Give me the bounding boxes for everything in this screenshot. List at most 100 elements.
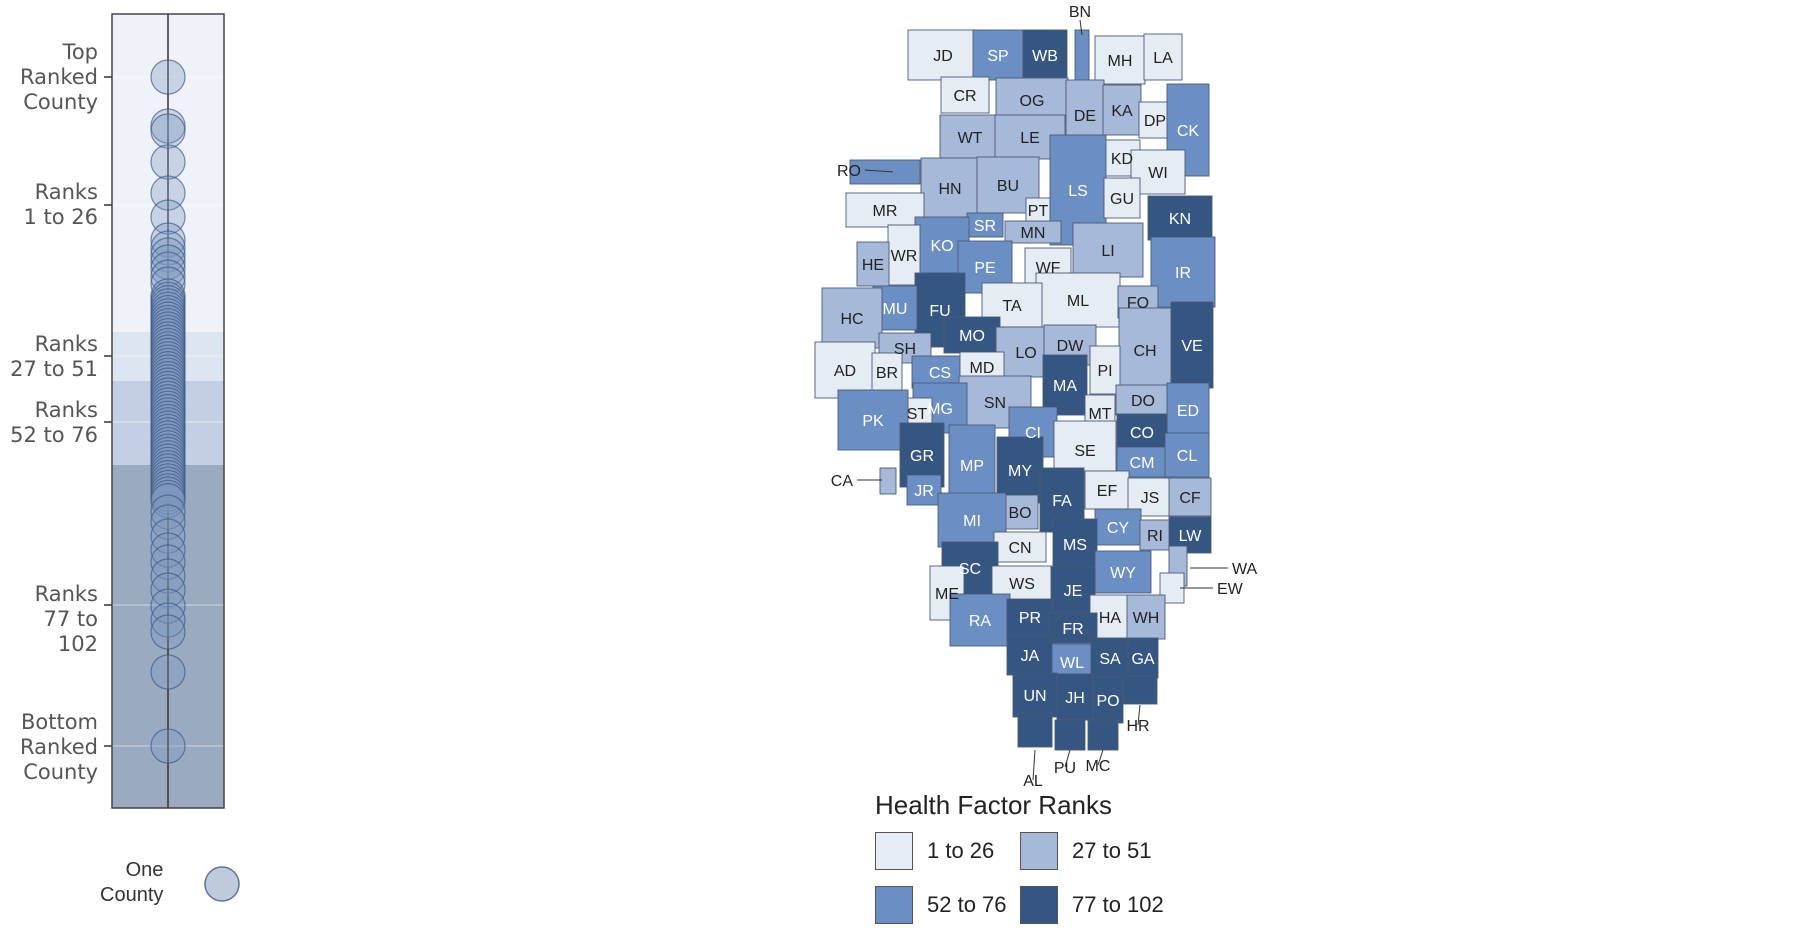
county-label-lo: LO (1015, 345, 1036, 362)
county-md (959, 351, 1005, 383)
county-label-bn: BN (1069, 4, 1091, 21)
county-fr (1048, 612, 1098, 644)
county-label-kd: KD (1111, 151, 1133, 168)
county-kd (1103, 139, 1141, 177)
county-mc (1087, 719, 1119, 751)
county-fo (1117, 285, 1159, 319)
county-mp (948, 424, 996, 506)
county-circle (150, 504, 186, 540)
county-label-br: BR (876, 365, 898, 382)
county-label-pe: PE (974, 260, 995, 277)
county-se (1053, 420, 1117, 480)
county-bn (1074, 29, 1090, 81)
legend-swatch (1020, 886, 1058, 924)
county-label-ml: ML (1067, 293, 1089, 310)
county-cf (1168, 477, 1212, 517)
county-sn (958, 375, 1032, 429)
county-label-ck: CK (1177, 123, 1200, 140)
county-sa (1090, 637, 1130, 679)
county-circle (150, 175, 186, 211)
county-ve (1170, 301, 1214, 389)
county-st (901, 397, 933, 429)
county-do (1115, 384, 1171, 416)
county-he (856, 241, 890, 287)
axis-label-top: Top Ranked County (20, 40, 98, 114)
county-label-cl: CL (1177, 448, 1198, 465)
county-ch (1118, 307, 1172, 393)
county-label-wi: WI (1148, 165, 1168, 182)
county-kn (1147, 195, 1213, 241)
county-ew (1159, 572, 1185, 604)
county-ro (849, 159, 921, 185)
county-sr (966, 212, 1004, 238)
county-label-ha: HA (1099, 610, 1122, 627)
axis-label-r1: Ranks 1 to 26 (23, 180, 98, 229)
county-circle (150, 654, 186, 690)
county-label-gr: GR (910, 448, 934, 465)
county-label-ka: KA (1111, 103, 1133, 120)
county-jr (906, 474, 942, 506)
legend-label: 27 to 51 (1072, 838, 1152, 863)
county-mh (1094, 35, 1146, 85)
county-gu (1103, 177, 1141, 219)
county-mg (912, 382, 968, 434)
county-label-mt: MT (1088, 406, 1111, 423)
county-circle (150, 494, 186, 530)
county-label-sa: SA (1099, 651, 1121, 668)
county-label-po: PO (1096, 693, 1119, 710)
county-label-ed: ED (1177, 403, 1199, 420)
county-label-pu: PU (1054, 760, 1076, 777)
county-label-wy: WY (1110, 565, 1136, 582)
county-label-cs: CS (929, 365, 951, 382)
county-mr (845, 192, 925, 228)
county-label-ch: CH (1133, 343, 1156, 360)
county-lw (1168, 516, 1212, 554)
county-label-ta: TA (1002, 298, 1022, 315)
one-county-label: One County (100, 859, 164, 906)
county-ca (879, 467, 897, 495)
county-label-dw: DW (1057, 338, 1085, 355)
county-label-pk: PK (862, 413, 884, 430)
county-po (1092, 676, 1124, 724)
county-label-cr: CR (953, 88, 976, 105)
county-label-mi: MI (963, 513, 981, 530)
county-label-ro: RO (837, 163, 861, 180)
county-label-wh: WH (1133, 610, 1160, 627)
county-label-ve: VE (1181, 338, 1202, 355)
county-label-cy: CY (1107, 520, 1130, 537)
county-label-sh: SH (894, 341, 916, 358)
county-al (1017, 712, 1053, 748)
county-pe (957, 240, 1013, 294)
county-ms (1052, 518, 1098, 570)
county-ka (1102, 84, 1142, 136)
county-label-mp: MP (960, 458, 984, 475)
county-label-ja: JA (1021, 648, 1040, 665)
county-dw (1043, 324, 1097, 366)
county-circle (150, 230, 186, 266)
county-dp (1138, 101, 1172, 139)
county-label-fu: FU (929, 303, 950, 320)
legend-label: 52 to 76 (927, 892, 1007, 917)
county-label-he: HE (862, 257, 884, 274)
county-label-un: UN (1023, 688, 1046, 705)
county-label-cn: CN (1008, 540, 1031, 557)
county-label-ga: GA (1131, 651, 1154, 668)
county-ir (1150, 236, 1216, 308)
county-label-mn: MN (1021, 225, 1046, 242)
county-ma (1042, 354, 1088, 416)
county-pk (837, 389, 909, 451)
county-label-fa: FA (1052, 493, 1072, 510)
county-pu (1054, 719, 1086, 751)
county-label-js: JS (1141, 490, 1160, 507)
county-circle (150, 113, 186, 149)
county-label-mr: MR (873, 203, 898, 220)
county-label-jd: JD (933, 48, 953, 65)
county-jh (1056, 673, 1094, 721)
axis-label-r2: Ranks 27 to 51 (10, 332, 98, 381)
county-cr (940, 76, 990, 114)
county-label-fo: FO (1127, 295, 1149, 312)
county-ri (1139, 519, 1171, 551)
county-circle (150, 588, 186, 624)
county-label-wl: WL (1060, 655, 1084, 672)
county-label-bu: BU (997, 178, 1019, 195)
